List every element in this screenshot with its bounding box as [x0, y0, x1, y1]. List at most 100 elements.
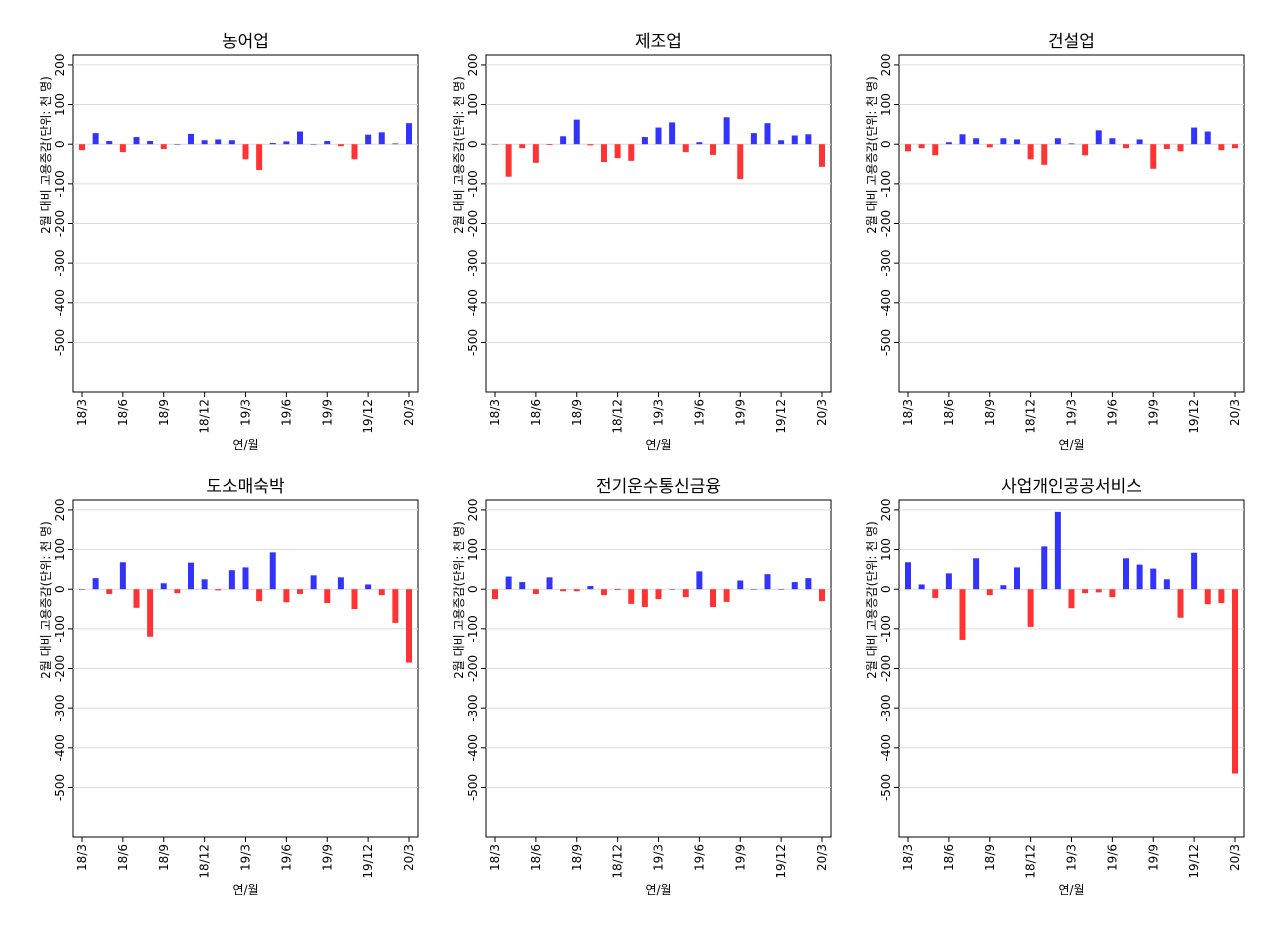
bar — [1095, 589, 1102, 593]
bar — [256, 144, 263, 170]
x-tick-label: 18/9 — [570, 844, 584, 871]
bar — [79, 589, 85, 590]
y-tick-label: -200 — [879, 655, 893, 682]
bar — [669, 122, 676, 145]
bar — [1000, 138, 1007, 145]
bar — [92, 133, 99, 145]
bar — [819, 144, 825, 167]
bar — [119, 562, 126, 590]
bar — [215, 589, 222, 591]
bar — [228, 570, 235, 590]
y-tick-label: -100 — [466, 615, 480, 642]
x-tick-label: 18/9 — [983, 399, 997, 426]
bar — [628, 589, 635, 604]
bar — [614, 144, 621, 159]
x-tick-label: 19/3 — [652, 844, 666, 871]
x-tick-label: 18/12 — [1024, 399, 1038, 434]
y-tick-label: 0 — [53, 585, 67, 593]
x-tick-label: 18/3 — [901, 844, 915, 871]
x-tick-label: 19/3 — [1065, 844, 1079, 871]
y-tick-label: -500 — [53, 774, 67, 801]
x-tick-label: 19/6 — [692, 399, 706, 426]
x-tick-label: 19/12 — [774, 399, 788, 434]
bar — [805, 134, 812, 145]
bar — [337, 577, 344, 590]
bar — [378, 589, 385, 596]
y-tick-label: -200 — [466, 210, 480, 237]
y-tick-label: -100 — [879, 615, 893, 642]
x-tick-label: 18/6 — [942, 844, 956, 871]
bar — [682, 589, 689, 598]
bar — [188, 133, 194, 145]
x-tick-label: 20/3 — [402, 399, 416, 426]
bar — [324, 589, 331, 604]
bar — [764, 123, 771, 145]
y-tick-label: -500 — [53, 329, 67, 356]
bar — [365, 584, 372, 590]
x-tick-label: 19/3 — [652, 399, 666, 426]
bar — [532, 589, 539, 594]
bar — [905, 144, 911, 152]
bar — [932, 144, 939, 156]
bar — [696, 142, 703, 145]
y-tick-label: 100 — [53, 93, 67, 116]
x-tick-label: 20/3 — [402, 844, 416, 871]
y-tick-label: 200 — [466, 498, 480, 521]
bar — [106, 141, 113, 145]
y-tick-label: -300 — [53, 250, 67, 277]
bar — [669, 589, 676, 590]
x-tick-label: 18/9 — [570, 399, 584, 426]
bar — [655, 589, 662, 600]
x-tick-label: 18/6 — [529, 399, 543, 426]
y-tick-label: -300 — [466, 695, 480, 722]
y-tick-label: -400 — [53, 734, 67, 761]
bar — [147, 141, 154, 145]
bar — [614, 589, 621, 590]
bar — [1204, 589, 1211, 605]
bar — [750, 589, 757, 590]
x-axis-label: 연/월 — [1058, 883, 1084, 897]
bar — [1109, 138, 1116, 145]
bar — [242, 144, 249, 160]
bar — [546, 577, 553, 590]
bar — [1204, 131, 1211, 145]
y-axis-label: 2월 대비 고용증감(단위: 천 명) — [451, 76, 466, 234]
bar — [1109, 589, 1116, 598]
bar — [297, 589, 303, 594]
y-tick-label: 100 — [466, 538, 480, 561]
bar — [351, 144, 358, 160]
y-tick-label: -500 — [466, 329, 480, 356]
bar — [215, 139, 222, 145]
bar — [119, 144, 126, 153]
x-tick-label: 19/6 — [1105, 399, 1119, 426]
y-tick-label: 200 — [53, 53, 67, 76]
y-tick-label: 100 — [53, 538, 67, 561]
bar — [587, 586, 594, 590]
x-tick-label: 20/3 — [1228, 844, 1242, 871]
x-tick-label: 19/9 — [320, 844, 334, 871]
bar — [519, 582, 526, 590]
bar — [1082, 589, 1089, 594]
x-tick-label: 18/12 — [611, 399, 625, 434]
bar — [737, 580, 744, 590]
bar — [174, 144, 181, 145]
y-tick-label: -100 — [53, 170, 67, 197]
bar — [378, 132, 385, 145]
bar — [1136, 139, 1143, 145]
bar — [392, 589, 399, 623]
bar — [1068, 143, 1075, 145]
x-tick-label: 18/6 — [942, 399, 956, 426]
y-axis-label: 2월 대비 고용증감(단위: 천 명) — [451, 521, 466, 679]
bar — [986, 144, 993, 148]
y-tick-label: -100 — [466, 170, 480, 197]
x-tick-label: 18/6 — [529, 844, 543, 871]
x-tick-label: 19/9 — [1146, 844, 1160, 871]
bar — [79, 144, 85, 151]
bar — [1150, 144, 1157, 169]
bar — [406, 123, 412, 145]
x-tick-label: 18/12 — [198, 399, 212, 434]
bar — [905, 562, 911, 590]
bar — [1123, 144, 1129, 149]
bar — [710, 144, 716, 155]
bar — [242, 567, 249, 590]
